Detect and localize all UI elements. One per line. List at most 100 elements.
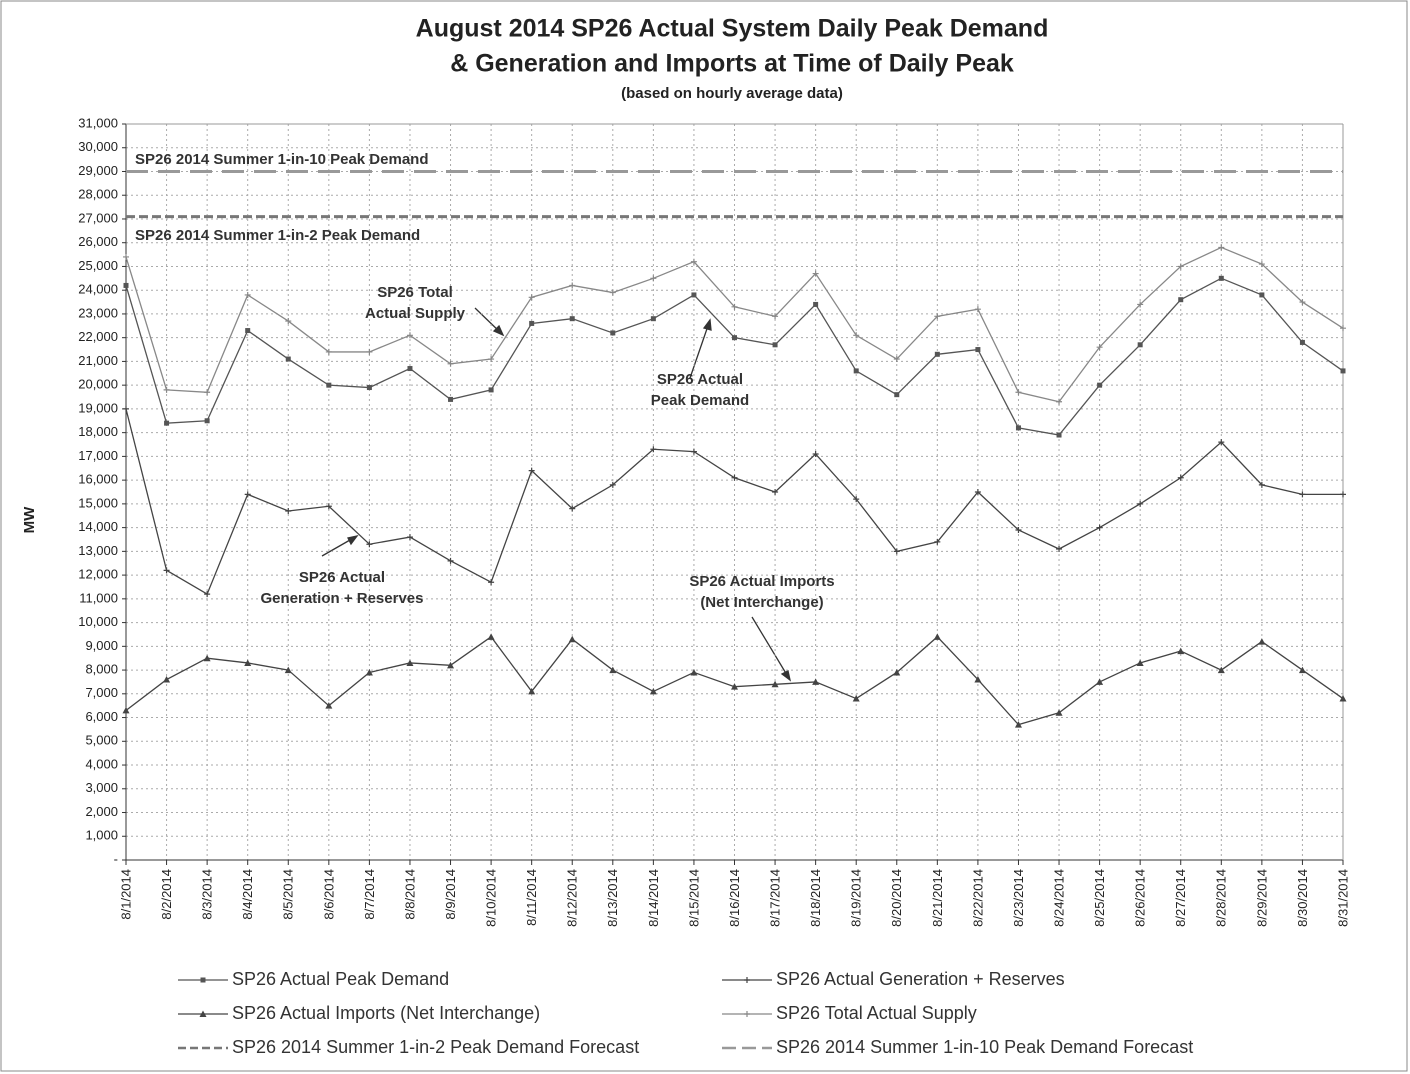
y-tick-label: 20,000 [78,377,118,392]
y-tick-label: 25,000 [78,258,118,273]
y-tick-label: 26,000 [78,234,118,249]
y-tick-label: 3,000 [85,780,118,795]
marker [812,451,819,458]
y-tick-label: 15,000 [78,495,118,510]
marker [163,676,171,683]
y-tick-label: 28,000 [78,187,118,202]
marker [1014,721,1022,728]
annotation: Peak Demand [651,392,749,409]
marker [1056,432,1062,438]
marker [448,396,454,402]
arrow [751,616,791,681]
x-tick-label: 8/1/2014 [118,869,133,920]
marker [406,332,413,339]
chart-subtitle: (based on hourly average data) [621,85,843,102]
marker [1097,382,1103,388]
marker [1178,297,1184,303]
y-tick-label: 17,000 [78,448,118,463]
marker [1137,342,1143,348]
marker [366,541,373,548]
marker [1340,368,1346,374]
x-tick-label: 8/16/2014 [727,869,742,927]
marker [772,313,779,320]
marker [528,294,535,301]
marker [1299,491,1306,498]
marker [204,591,211,598]
marker [974,306,981,313]
arrow [689,319,711,379]
marker [365,668,373,676]
marker [691,292,697,298]
x-tick-label: 8/12/2014 [565,869,580,927]
arrow-head [780,670,792,682]
marker [1015,389,1022,396]
marker [934,313,941,320]
marker [853,496,860,503]
marker [690,258,697,265]
marker [1217,666,1225,674]
marker [1177,647,1185,655]
marker [812,678,820,685]
marker [285,356,291,362]
marker [529,320,535,326]
marker [285,507,292,514]
marker [1339,695,1347,702]
x-tick-label: 8/20/2014 [889,869,904,927]
marker [204,418,210,424]
marker [326,382,332,388]
x-tick-label: 8/31/2014 [1335,869,1350,927]
marker [164,420,170,426]
marker [1177,263,1184,270]
arrow-head [347,534,359,546]
chart-title: & Generation and Imports at Time of Dail… [450,50,1014,78]
marker [974,489,981,495]
marker [609,666,617,674]
x-tick-label: 8/3/2014 [200,869,215,920]
marker [649,687,657,695]
marker [447,557,454,564]
marker [528,467,535,474]
marker [406,534,413,541]
marker [772,489,779,495]
x-tick-label: 8/6/2014 [321,869,336,920]
marker [610,330,616,336]
marker [488,579,495,586]
marker [285,318,292,325]
marker [244,291,251,298]
legend-label: SP26 Actual Imports (Net Interchange) [232,1003,540,1023]
y-tick-label: 8,000 [85,662,118,677]
arrow-head [702,318,712,331]
marker [853,368,859,374]
annotation: SP26 2014 Summer 1-in-10 Peak Demand [135,151,428,168]
marker [1096,678,1104,685]
marker [1055,709,1063,716]
marker [1258,638,1266,645]
marker [650,275,657,282]
marker [1096,524,1103,531]
y-tick-label: 12,000 [78,567,118,582]
marker [772,342,778,348]
marker [934,538,941,545]
x-tick-label: 8/29/2014 [1254,869,1269,927]
y-tick-label: 6,000 [85,709,118,724]
marker [245,328,251,334]
marker [123,405,129,412]
annotation: SP26 Actual [657,371,743,388]
x-tick-label: 8/13/2014 [605,869,620,927]
x-tick-label: 8/5/2014 [281,869,296,920]
legend-label: SP26 Actual Generation + Reserves [776,969,1065,989]
series [122,633,1347,728]
marker [325,503,332,510]
marker [609,481,616,488]
x-tick-label: 8/25/2014 [1092,869,1107,927]
marker [568,635,576,643]
marker [893,668,901,676]
marker [366,385,372,391]
marker [123,282,129,288]
marker [284,666,292,674]
x-tick-label: 8/22/2014 [970,869,985,927]
y-tick-label: 4,000 [85,756,118,771]
marker [1056,545,1063,552]
y-tick-label: 5,000 [85,733,118,748]
x-tick-label: 8/9/2014 [443,869,458,920]
